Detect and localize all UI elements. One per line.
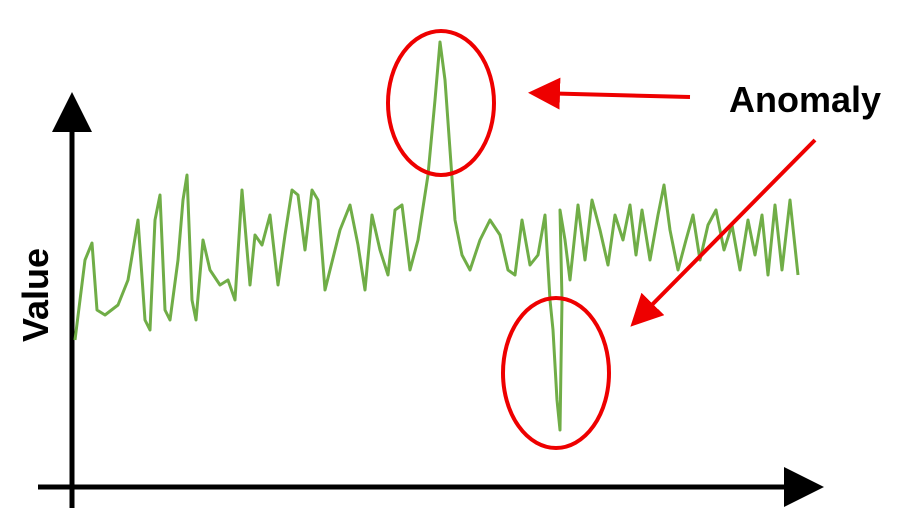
signal-line: [73, 40, 800, 432]
axis-label: Value: [15, 248, 56, 342]
pointer-arrow: [630, 138, 817, 327]
anomaly-circle: [386, 29, 496, 177]
annotation-label: Anomaly: [729, 79, 881, 120]
pointer-arrow: [528, 77, 691, 110]
anomaly-circle: [501, 296, 611, 450]
